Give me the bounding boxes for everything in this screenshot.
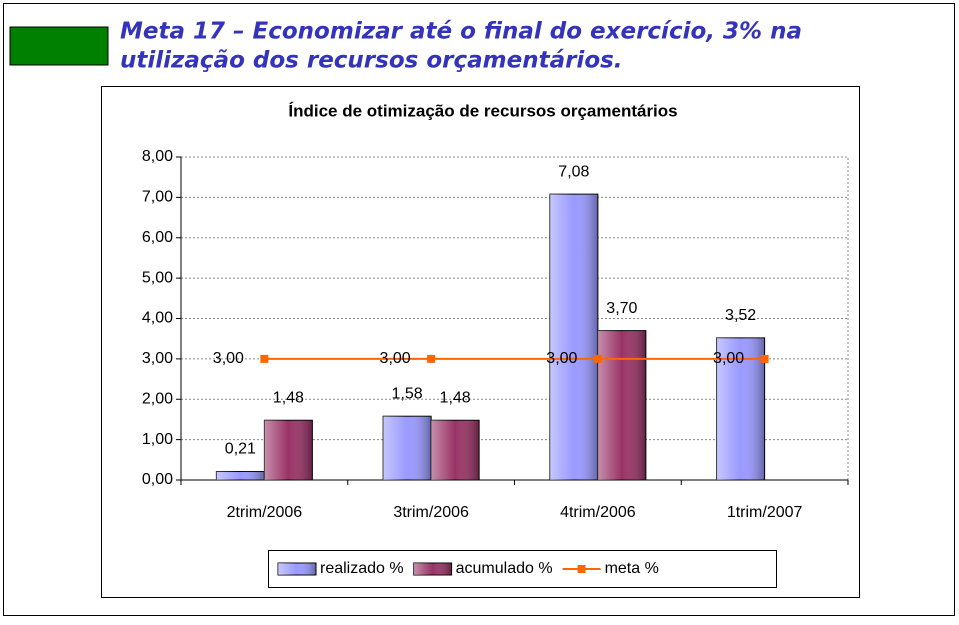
y-tick-label: 5,00	[142, 269, 173, 286]
data-label: 3,00	[380, 350, 411, 367]
data-label: 1,48	[440, 389, 471, 406]
y-tick-label: 4,00	[142, 310, 173, 327]
x-tick-label: 1trim/2007	[727, 504, 803, 521]
green-box	[9, 26, 109, 66]
bar-shade	[383, 416, 432, 480]
data-label: 3,70	[606, 300, 637, 317]
y-tick-label: 1,00	[142, 431, 173, 448]
heading-line: utilização dos recursos orçamentários.	[120, 48, 623, 74]
y-tick-label: 6,00	[142, 229, 173, 246]
marker	[760, 354, 769, 363]
legend-box	[268, 550, 777, 588]
bar-shade	[264, 420, 313, 480]
data-label: 3,00	[713, 350, 744, 367]
data-label: 3,52	[725, 307, 756, 324]
marker	[260, 354, 269, 363]
legend-label: meta %	[605, 560, 659, 577]
data-label: 3,00	[213, 350, 244, 367]
marker	[427, 354, 436, 363]
bar-shade	[549, 194, 598, 480]
slide-border	[3, 3, 955, 616]
y-tick-label: 3,00	[142, 350, 173, 367]
data-label: 7,08	[558, 163, 589, 180]
data-label: 1,58	[392, 385, 423, 402]
legend-marker	[577, 565, 586, 573]
y-tick-label: 0,00	[142, 471, 173, 488]
x-tick-label: 2trim/2006	[227, 504, 303, 521]
data-label: 1,48	[273, 389, 304, 406]
legend-swatch-shade	[413, 563, 452, 575]
legend-label: realizado %	[320, 560, 404, 577]
data-label: 0,21	[225, 441, 256, 458]
bar-shade	[597, 330, 646, 480]
bar-shade	[431, 420, 480, 480]
y-tick-label: 2,00	[142, 390, 173, 407]
x-tick-label: 4trim/2006	[560, 504, 636, 521]
legend-swatch-shade	[278, 563, 316, 575]
chart-title: Índice de otimização de recursos orçamen…	[288, 101, 677, 120]
y-tick-label: 8,00	[142, 148, 173, 165]
bar-shade	[716, 337, 765, 480]
data-label: 3,00	[546, 350, 577, 367]
y-tick-label: 7,00	[142, 189, 173, 206]
x-tick-label: 3trim/2006	[393, 504, 469, 521]
bar-shade	[216, 471, 265, 480]
plot-border	[180, 156, 849, 481]
marker	[593, 354, 602, 363]
legend-label: acumulado %	[456, 560, 553, 577]
heading-line: Meta 17 – Economizar até o final do exer…	[120, 19, 802, 45]
